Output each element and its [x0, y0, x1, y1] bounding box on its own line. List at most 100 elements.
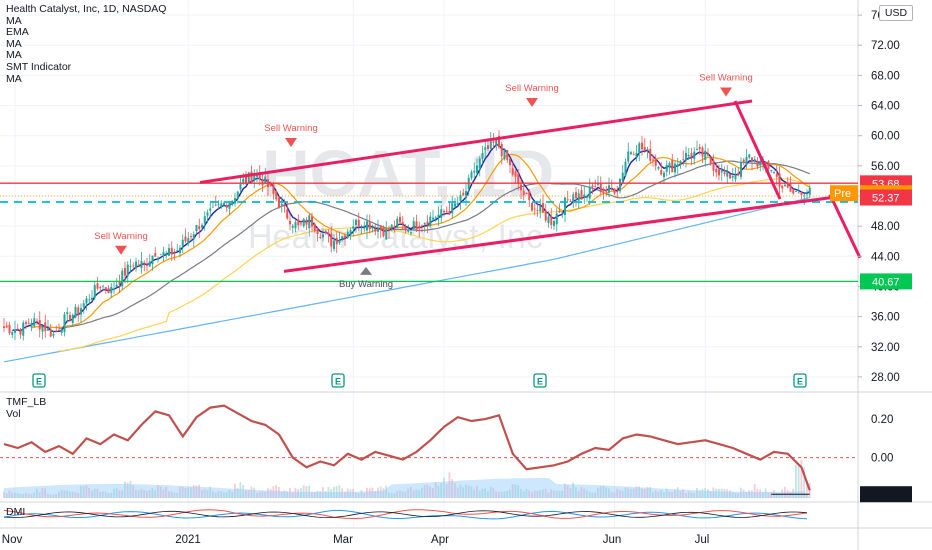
price-tag-badge [860, 189, 912, 206]
candle [157, 256, 159, 263]
candle [522, 182, 525, 201]
candle [198, 218, 201, 238]
volume-bar [509, 489, 511, 498]
candle-body [278, 197, 280, 208]
time-axis[interactable]: Nov 2021 Mar Apr Jun Jul [2, 534, 710, 546]
candle-body [759, 161, 762, 166]
volume-bar [88, 487, 91, 498]
volume-bar [517, 485, 520, 498]
candle [698, 143, 701, 155]
volume-bar [44, 488, 47, 498]
candle [770, 169, 773, 173]
candle-body [371, 226, 374, 229]
candle-body [71, 314, 74, 324]
trend-drawings[interactable] [0, 99, 862, 283]
legend-item-ma-3[interactable]: MA [6, 49, 22, 62]
price-tick-label: 68.00 [871, 70, 900, 82]
candle-body [154, 253, 157, 257]
legend-item-ma-1[interactable]: MA [6, 14, 22, 27]
candle-body [520, 184, 522, 191]
candle-body [753, 159, 756, 162]
candle [176, 243, 179, 252]
candle [69, 311, 71, 322]
candle [302, 217, 305, 228]
candle-body [69, 314, 71, 321]
candle-body [426, 221, 429, 225]
candle-body [41, 325, 44, 332]
candle [11, 331, 14, 338]
candle [635, 145, 638, 162]
dmi-legend[interactable]: DMI [6, 506, 26, 518]
candle-body [280, 203, 283, 206]
vol-label[interactable]: Vol [6, 407, 21, 420]
candle [393, 220, 396, 233]
earnings-marker[interactable]: E [331, 373, 345, 388]
candle-body [418, 226, 421, 229]
volume-bar [742, 489, 745, 498]
candle [421, 224, 423, 233]
candle-body [572, 194, 575, 201]
candle [558, 203, 561, 213]
candle [14, 320, 16, 341]
candle [146, 257, 148, 272]
volume-bar [58, 491, 60, 498]
candle [652, 154, 654, 167]
candle-body [522, 190, 525, 196]
candle [726, 165, 729, 185]
volume-bar [594, 492, 597, 498]
volume-bar [465, 484, 467, 498]
candle-body [478, 158, 481, 169]
legend-symbol[interactable]: Health Catalyst, Inc, 1D, NASDAQ [6, 3, 167, 15]
candle-body [242, 178, 245, 184]
candle-body [456, 202, 459, 206]
candle [572, 191, 575, 209]
legend-item-smt[interactable]: SMT Indicator [6, 60, 72, 73]
pre-market-label: Pre [834, 188, 851, 200]
candle [82, 299, 85, 314]
candle-body [643, 146, 646, 151]
time-tick-label: Jun [603, 534, 622, 546]
earnings-marker[interactable]: E [533, 373, 547, 388]
candle-body [170, 247, 173, 255]
candle [751, 157, 753, 171]
volume-bar [19, 493, 22, 498]
volume-bar [143, 489, 146, 498]
candle-body [764, 161, 767, 165]
watermark-ticker: HCAT, 1D [262, 136, 554, 210]
candle [627, 142, 630, 165]
earnings-marker[interactable]: E [32, 373, 46, 388]
legend-item-ma-2[interactable]: MA [6, 37, 22, 50]
candle [206, 209, 209, 224]
candle [547, 211, 550, 228]
currency-button[interactable]: USD [879, 5, 913, 21]
dmi-plus-line [3, 509, 808, 520]
volume-bar [41, 488, 44, 498]
volume-bar [803, 467, 806, 498]
candle [115, 277, 118, 288]
candle [77, 304, 80, 322]
candle-body [294, 222, 297, 229]
tmf-label[interactable]: TMF_LB [6, 396, 47, 408]
candle [201, 222, 203, 231]
candle-body [360, 226, 363, 228]
candle [729, 171, 731, 179]
candle-body [302, 219, 305, 227]
candle-body [245, 176, 247, 183]
legend-item-ema[interactable]: EMA [6, 26, 29, 39]
candle-body [22, 322, 25, 336]
dmi-minus-line [3, 509, 808, 520]
legend-item-ma-4[interactable]: MA [6, 72, 22, 85]
volume-bar [388, 492, 390, 498]
candle [324, 229, 327, 235]
candle-body [627, 151, 630, 162]
time-tick-label: Jul [695, 534, 710, 546]
candle-body [723, 172, 726, 175]
candle [390, 223, 393, 232]
price-axis[interactable]: 76.0072.0068.0064.0060.0056.0052.0048.00… [830, 10, 912, 503]
candle [102, 285, 104, 291]
earnings-marker[interactable]: E [793, 373, 807, 388]
candle-body [258, 173, 261, 179]
candle [289, 213, 291, 231]
